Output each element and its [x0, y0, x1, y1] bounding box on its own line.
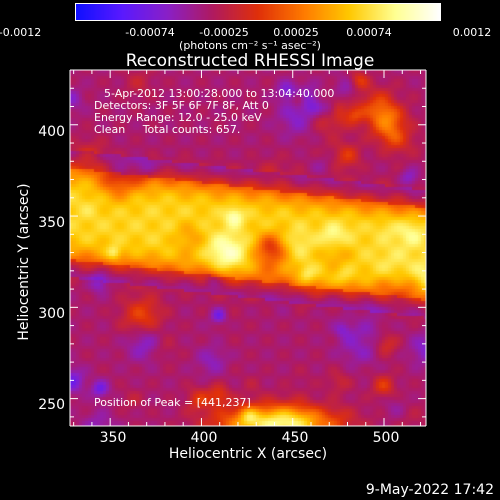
colorbar-units: (photons cm⁻² s⁻¹ asec⁻²)	[179, 39, 321, 52]
heatmap-image	[70, 70, 426, 426]
x-axis-label: Heliocentric X (arcsec)	[168, 446, 328, 462]
plot-title: Reconstructed RHESSI Image	[125, 51, 375, 71]
colorbar-tick: -0.0012	[0, 26, 42, 39]
x-tick-label: 350	[99, 430, 127, 446]
y-tick-label: 400	[38, 124, 65, 140]
x-tick-label: 500	[372, 430, 400, 446]
colorbar	[75, 3, 441, 21]
clean-counts-annotation: Clean Total counts: 657.	[94, 123, 241, 136]
x-tick-label: 400	[190, 430, 218, 446]
colorbar-tick: -0.00025	[199, 26, 249, 39]
footer-date: 9-May-2022 17:42	[365, 482, 494, 498]
detectors-annotation: Detectors: 3F 5F 6F 7F 8F, Att 0	[94, 99, 269, 112]
y-tick-label: 350	[38, 215, 65, 231]
y-axis-label: Heliocentric Y (arcsec)	[16, 183, 32, 341]
colorbar-tick: 0.00025	[273, 26, 319, 39]
y-tick-label: 300	[38, 306, 65, 322]
time-range-annotation: 5-Apr-2012 13:00:28.000 to 13:04:40.000	[104, 87, 335, 100]
energy-range-annotation: Energy Range: 12.0 - 25.0 keV	[94, 111, 262, 124]
x-tick-label: 450	[281, 430, 309, 446]
colorbar-tick: -0.00074	[125, 26, 175, 39]
colorbar-tick: 0.0012	[452, 26, 492, 39]
y-tick-label: 250	[38, 397, 65, 413]
colorbar-tick: 0.00074	[346, 26, 392, 39]
peak-position-annotation: Position of Peak = [441,237]	[94, 396, 251, 409]
